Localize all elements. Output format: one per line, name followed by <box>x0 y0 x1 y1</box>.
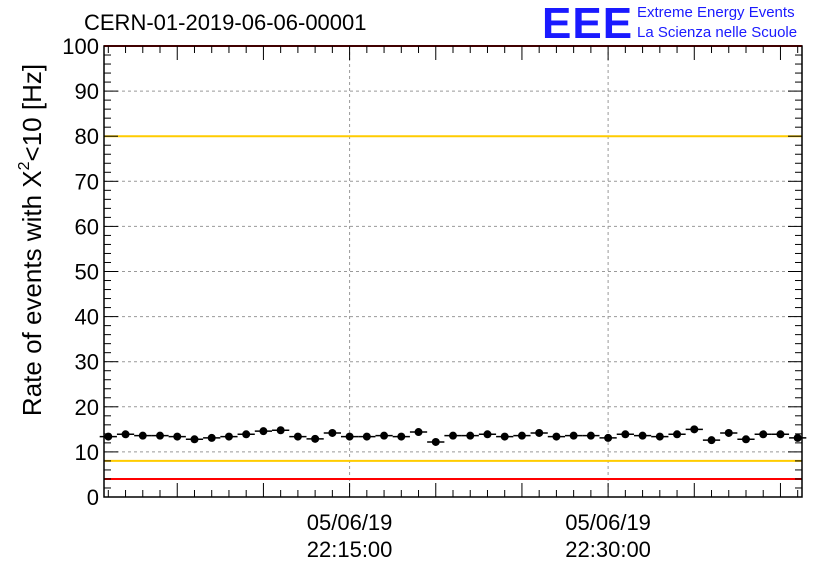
data-point <box>793 433 802 442</box>
data-point <box>138 431 147 440</box>
data-point <box>104 432 113 441</box>
data-point <box>259 427 268 436</box>
chart-title: CERN-01-2019-06-06-00001 <box>84 10 367 35</box>
data-point <box>380 431 389 440</box>
data-point <box>328 428 337 437</box>
x-tick-time-label: 22:15:00 <box>307 537 393 562</box>
data-point <box>759 430 768 439</box>
data-point <box>638 431 647 440</box>
logo-caption-line2: La Scienza nelle Scuole <box>637 24 798 41</box>
data-point <box>673 430 682 439</box>
y-tick-label: 20 <box>75 395 99 420</box>
data-point <box>121 430 130 439</box>
y-tick-label: 0 <box>87 485 99 510</box>
y-tick-label: 50 <box>75 260 99 285</box>
data-point <box>604 433 613 442</box>
data-point <box>397 432 406 441</box>
data-point <box>466 431 475 440</box>
x-tick-time-label: 22:30:00 <box>565 537 651 562</box>
data-point <box>449 431 457 440</box>
data-point <box>621 430 630 439</box>
data-point <box>707 436 716 445</box>
data-point <box>173 432 182 441</box>
data-point <box>690 425 699 434</box>
x-tick-date-label: 05/06/19 <box>565 510 651 535</box>
data-point <box>724 428 733 437</box>
data-point <box>242 430 251 439</box>
data-point <box>190 435 199 444</box>
data-point <box>156 431 165 440</box>
data-point <box>741 435 750 444</box>
data-point <box>345 432 354 441</box>
x-tick-date-label: 05/06/19 <box>307 510 393 535</box>
y-tick-label: 10 <box>75 440 99 465</box>
data-point <box>362 432 371 441</box>
data-point <box>569 431 578 440</box>
data-point <box>224 432 233 441</box>
y-tick-label: 40 <box>75 305 99 330</box>
y-tick-label: 30 <box>75 350 99 375</box>
data-point <box>207 433 216 442</box>
data-point <box>586 431 595 440</box>
data-point <box>293 432 302 441</box>
data-point <box>535 428 544 437</box>
data-point <box>483 430 492 439</box>
data-point <box>276 426 285 435</box>
y-tick-label: 60 <box>75 214 99 239</box>
data-point <box>431 437 440 446</box>
logo-caption-line1: Extreme Energy Events <box>637 4 795 21</box>
data-point <box>500 432 509 441</box>
data-point <box>552 432 561 441</box>
data-point <box>311 434 320 443</box>
y-tick-label: 90 <box>75 79 99 104</box>
data-point <box>414 428 423 437</box>
data-point <box>655 432 664 441</box>
y-tick-label: 70 <box>75 169 99 194</box>
y-tick-label: 80 <box>75 124 99 149</box>
data-point <box>517 431 526 440</box>
data-point <box>776 430 785 439</box>
eee-logo: EEE <box>542 0 634 48</box>
y-tick-label: 100 <box>62 34 99 59</box>
